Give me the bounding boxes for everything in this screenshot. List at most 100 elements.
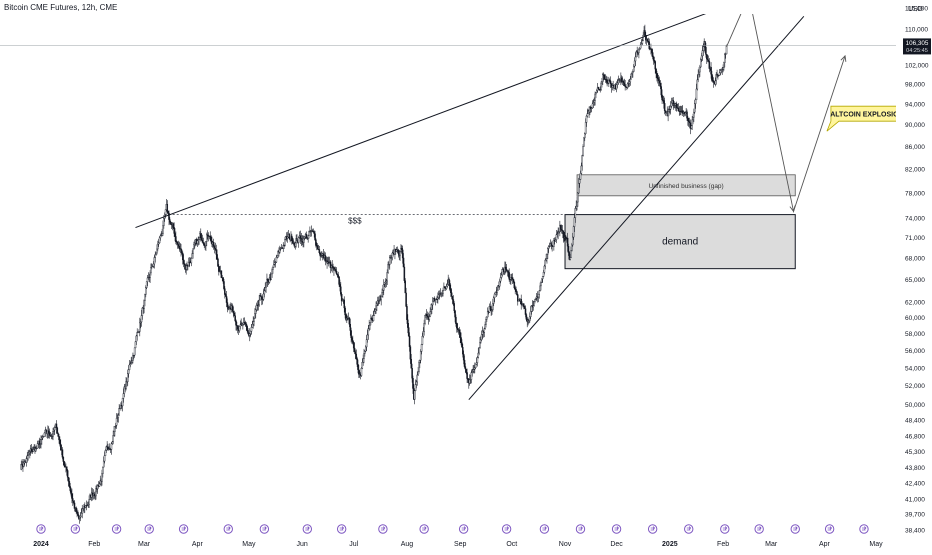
candle — [231, 303, 234, 313]
time-tick-label: Feb — [88, 541, 100, 548]
candle — [158, 236, 161, 244]
candle — [238, 326, 241, 333]
candle — [365, 334, 368, 351]
candle — [583, 136, 585, 147]
candle — [70, 487, 72, 497]
candle — [352, 335, 354, 345]
time-tick-label: Nov — [559, 541, 572, 548]
candle — [475, 357, 478, 365]
candle — [218, 264, 220, 276]
candle — [27, 450, 29, 461]
candle — [239, 320, 242, 330]
candle — [69, 482, 71, 493]
candle — [525, 313, 528, 322]
candle — [336, 273, 339, 278]
candle — [597, 86, 600, 90]
candle — [151, 264, 154, 267]
candle — [305, 231, 308, 240]
candle — [558, 227, 560, 234]
candle — [633, 57, 636, 68]
candle — [657, 74, 660, 87]
candle — [534, 298, 536, 304]
candle — [430, 303, 432, 316]
candle — [20, 460, 22, 471]
candle — [71, 488, 73, 504]
candle — [533, 300, 535, 307]
candle — [451, 296, 454, 305]
time-tick-label: Aug — [401, 541, 414, 548]
candle — [431, 302, 433, 314]
candle — [79, 511, 82, 522]
candle — [706, 54, 708, 64]
candle — [279, 246, 282, 251]
candle — [704, 40, 706, 53]
candle — [56, 426, 59, 434]
candle — [59, 436, 61, 447]
candle — [716, 69, 718, 78]
candle — [471, 368, 473, 377]
candle — [194, 239, 196, 249]
candle — [556, 230, 559, 238]
candle — [540, 280, 542, 291]
event-icon — [223, 524, 233, 534]
candle — [38, 437, 41, 450]
candle — [574, 206, 577, 223]
price-tick-label: 60,000 — [905, 315, 925, 322]
candle — [404, 278, 406, 294]
candle — [23, 459, 25, 468]
candle — [363, 348, 365, 364]
candle — [242, 323, 244, 330]
candle — [210, 235, 212, 244]
candle — [423, 319, 425, 336]
altcoin-callout: ALTCOIN EXPLOSION — [826, 105, 896, 132]
candle — [358, 364, 360, 378]
candle — [663, 97, 666, 115]
candle — [670, 97, 673, 108]
candle — [61, 447, 64, 460]
time-tick-label: Apr — [819, 541, 831, 548]
candle — [412, 375, 414, 394]
candle — [640, 39, 643, 46]
event-icon — [790, 524, 800, 534]
candle — [690, 125, 693, 130]
candle — [139, 317, 141, 337]
price-tick-label: 41,000 — [905, 496, 925, 503]
candle — [81, 504, 83, 519]
candle — [421, 332, 424, 346]
candle — [182, 254, 185, 268]
candle — [62, 456, 65, 466]
candle — [565, 235, 567, 241]
candle — [99, 475, 102, 486]
candle — [77, 510, 79, 517]
candle — [261, 296, 263, 306]
candle — [201, 234, 204, 243]
candle — [329, 260, 332, 274]
candle — [611, 83, 614, 91]
candle — [639, 47, 641, 51]
candle — [362, 354, 364, 366]
event-icon — [754, 524, 764, 534]
candle — [669, 105, 671, 114]
candle — [309, 226, 311, 233]
candle — [169, 221, 172, 225]
time-tick-label: Sep — [454, 541, 467, 548]
candle — [78, 517, 81, 524]
candle — [460, 332, 462, 346]
candle — [294, 241, 297, 250]
candle — [532, 301, 534, 311]
candle — [416, 371, 419, 386]
price-tick-label: 42,400 — [905, 480, 925, 487]
candle — [701, 45, 704, 62]
candle — [145, 281, 148, 289]
candle — [353, 342, 356, 354]
candle — [104, 449, 107, 456]
candle — [446, 280, 449, 288]
candle — [388, 260, 390, 269]
price-axis: USD115,000110,000106,000102,00098,00094,… — [905, 6, 929, 535]
candle — [168, 210, 170, 226]
candle — [48, 428, 51, 439]
candle — [367, 325, 370, 340]
candle — [232, 306, 235, 318]
candle — [303, 235, 305, 248]
